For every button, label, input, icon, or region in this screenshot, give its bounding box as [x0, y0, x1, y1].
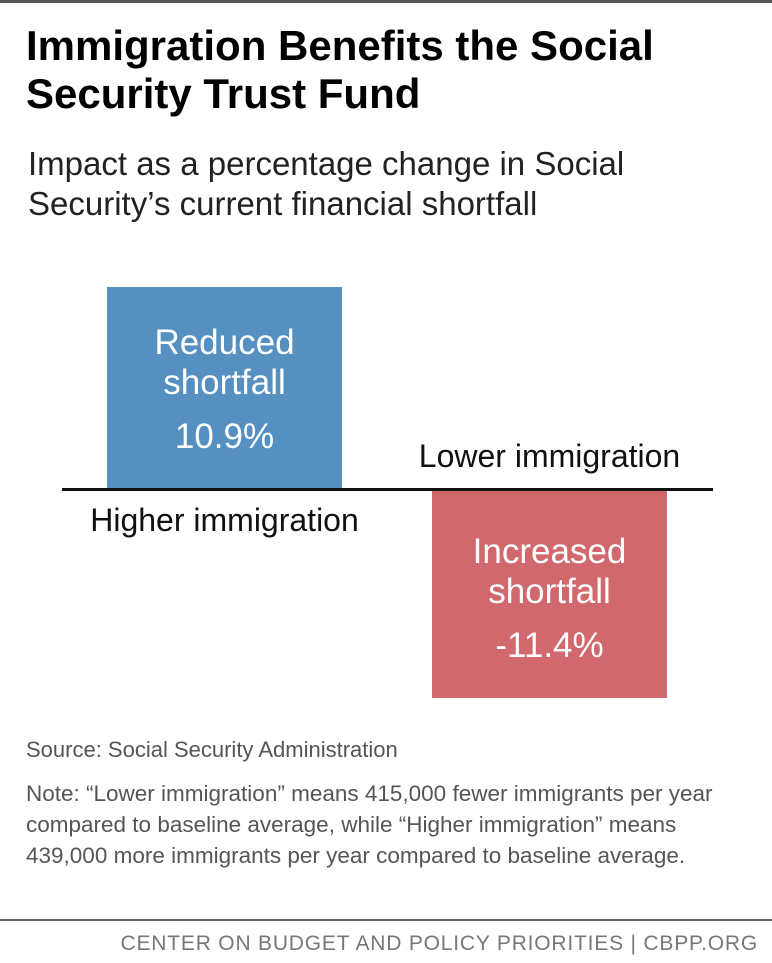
bar-label: Reduced shortfall	[154, 323, 295, 403]
chart-subtitle: Impact as a percentage change in Social …	[28, 145, 625, 222]
top-rule	[0, 0, 772, 3]
category-label: Higher immigration	[90, 502, 359, 538]
source: Source: Social Security Administration	[26, 737, 398, 762]
data-label: 10.9%	[174, 417, 275, 457]
bar-label: Increased shortfall	[472, 532, 627, 611]
bottom-rule	[0, 919, 772, 921]
data-label: -11.4%	[495, 626, 604, 665]
bar: Increased shortfall -11.4%	[432, 488, 667, 698]
footer: CENTER ON BUDGET AND POLICY PRIORITIES |…	[120, 932, 758, 955]
category-label: Lower immigration	[418, 438, 681, 474]
baseline	[62, 488, 713, 491]
chart-title: Immigration Benefits the Social Security…	[26, 22, 654, 117]
bar: Reduced shortfall 10.9%	[107, 287, 342, 488]
note: Note: “Lower immigration” means 415,000 …	[26, 781, 713, 868]
